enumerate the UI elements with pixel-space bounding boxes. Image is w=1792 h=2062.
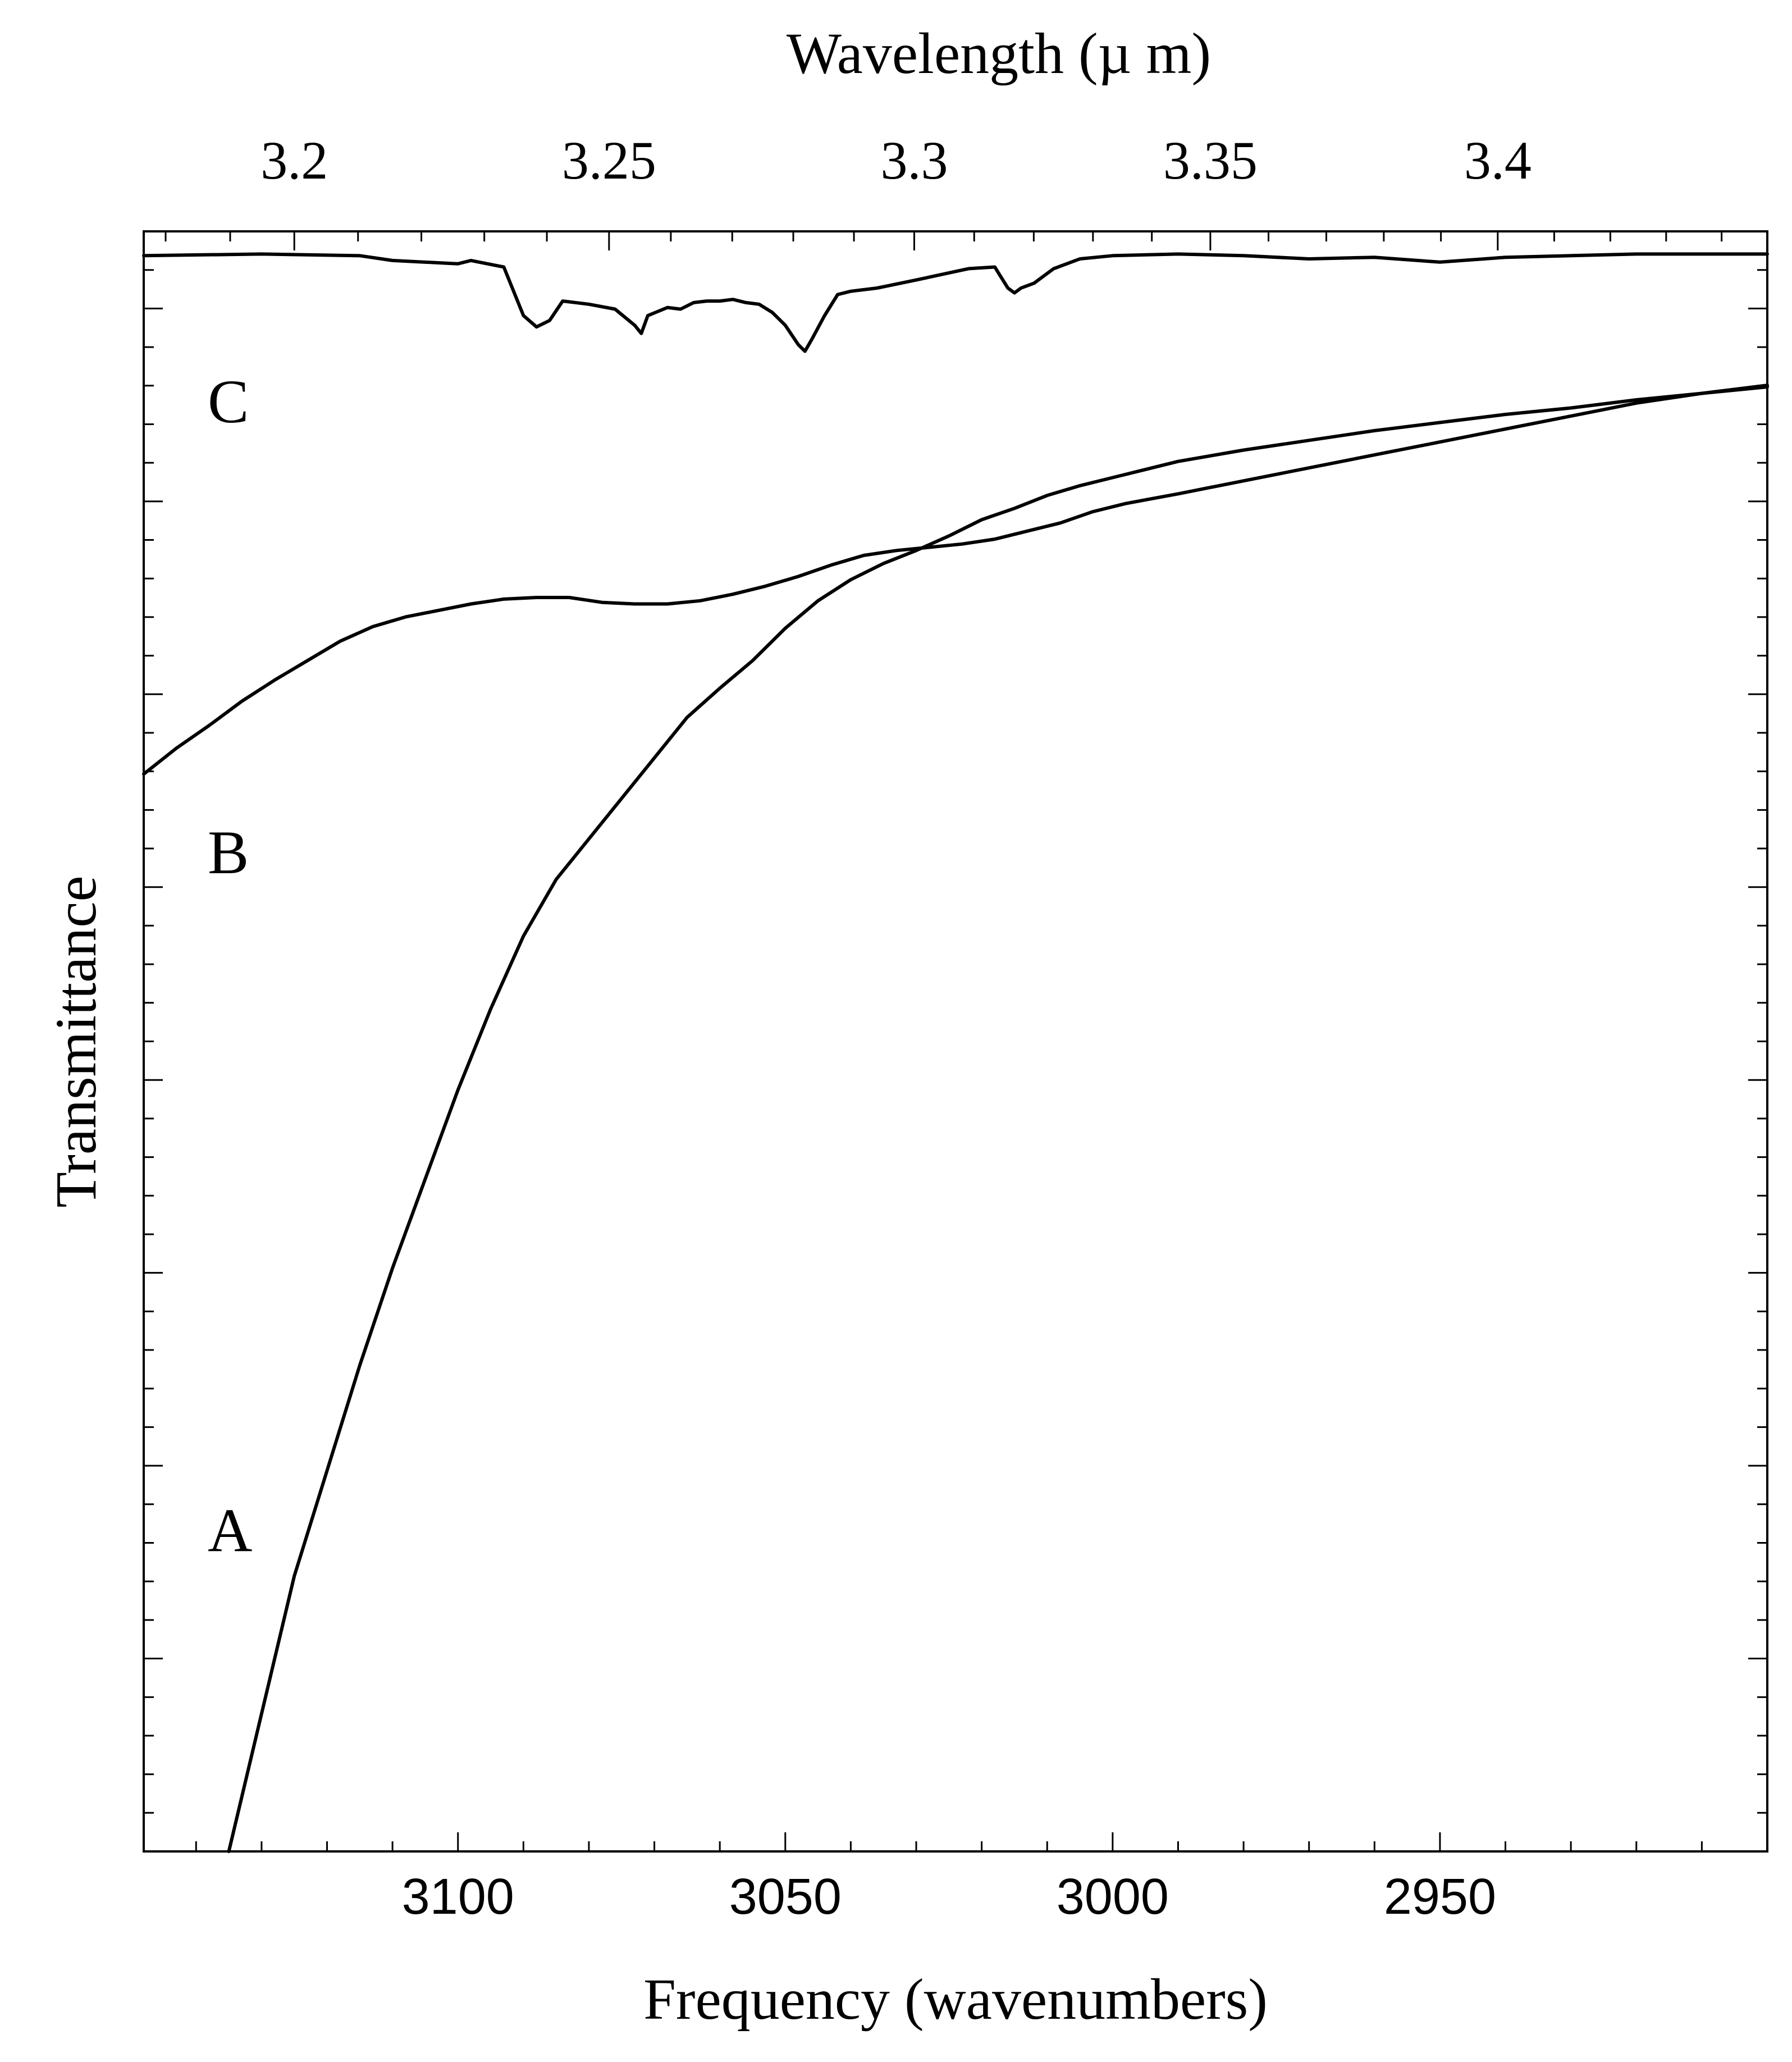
x-tick-label: 3050 xyxy=(729,1869,842,1925)
plot-frame xyxy=(143,230,1768,1853)
series-label-b: B xyxy=(208,818,249,887)
x-tick-label: 3000 xyxy=(1057,1869,1169,1925)
bottom-tick-labels: 3100 3050 3000 2950 xyxy=(402,1869,1496,1925)
series-labels: A B C xyxy=(208,367,252,1564)
series-b-line xyxy=(142,384,1769,776)
x2-tick-label: 3.4 xyxy=(1464,130,1532,190)
axis-ticks xyxy=(144,230,1768,1851)
top-axis-label: Wavelength (µ m) xyxy=(787,21,1211,86)
x2-tick-label: 3.35 xyxy=(1163,130,1258,190)
x2-tick-label: 3.3 xyxy=(880,130,948,190)
series-a-line xyxy=(227,385,1769,1853)
top-tick-labels: 3.2 3.25 3.3 3.35 3.4 xyxy=(260,130,1532,190)
series-c-line xyxy=(142,252,1769,353)
x2-tick-label: 3.2 xyxy=(260,130,328,190)
data-curves xyxy=(142,252,1769,1853)
x2-tick-label: 3.25 xyxy=(562,130,656,190)
x-tick-label: 3100 xyxy=(402,1869,514,1925)
x-tick-label: 2950 xyxy=(1384,1869,1496,1925)
series-label-c: C xyxy=(208,367,249,436)
x-axis-label: Frequency (wavenumbers) xyxy=(643,1967,1268,2032)
y-axis-label: Transmittance xyxy=(44,875,108,1207)
series-label-a: A xyxy=(208,1496,252,1564)
